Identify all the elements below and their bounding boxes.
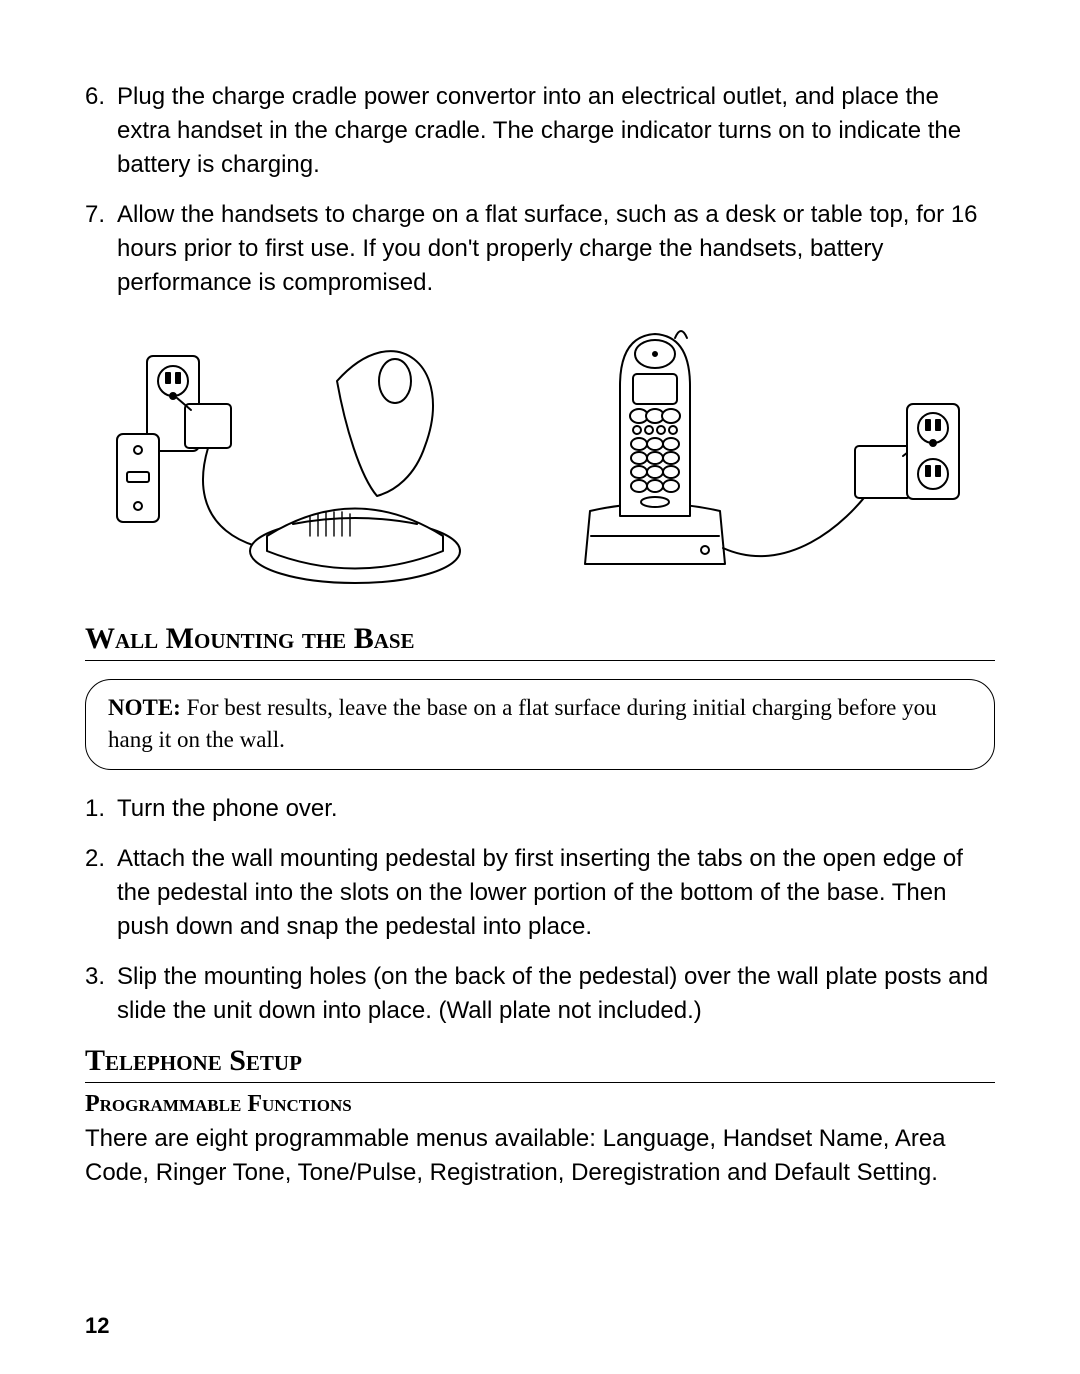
note-box: NOTE: For best results, leave the base o…	[85, 679, 995, 769]
page-number: 12	[85, 1313, 109, 1339]
wall-step-2: 2. Attach the wall mounting pedestal by …	[85, 842, 995, 944]
step-text: Slip the mounting holes (on the back of …	[117, 960, 995, 1028]
wall-step-1: 1. Turn the phone over.	[85, 792, 995, 826]
step-7: 7. Allow the handsets to charge on a fla…	[85, 198, 995, 300]
programmable-functions-text: There are eight programmable menus avail…	[85, 1122, 995, 1189]
step-text: Allow the handsets to charge on a flat s…	[117, 198, 995, 300]
base-cradle-illustration-icon	[95, 326, 515, 586]
handset-cradle-illustration-icon	[525, 326, 995, 586]
illustration-row	[85, 316, 995, 586]
step-number: 6.	[85, 80, 117, 182]
step-number: 7.	[85, 198, 117, 300]
illustration-handset	[525, 326, 995, 586]
step-text: Attach the wall mounting pedestal by fir…	[117, 842, 995, 944]
heading-programmable-functions: Programmable Functions	[85, 1091, 995, 1118]
heading-telephone-setup: Telephone Setup	[85, 1044, 995, 1083]
wall-step-3: 3. Slip the mounting holes (on the back …	[85, 960, 995, 1028]
step-number: 3.	[85, 960, 117, 1028]
step-text: Plug the charge cradle power convertor i…	[117, 80, 995, 182]
note-label: NOTE:	[108, 695, 181, 720]
heading-wall-mounting: Wall Mounting the Base	[85, 622, 995, 661]
step-6: 6. Plug the charge cradle power converto…	[85, 80, 995, 182]
step-number: 2.	[85, 842, 117, 944]
step-number: 1.	[85, 792, 117, 826]
illustration-base	[85, 326, 525, 586]
step-text: Turn the phone over.	[117, 792, 995, 826]
note-text: For best results, leave the base on a fl…	[108, 695, 937, 751]
